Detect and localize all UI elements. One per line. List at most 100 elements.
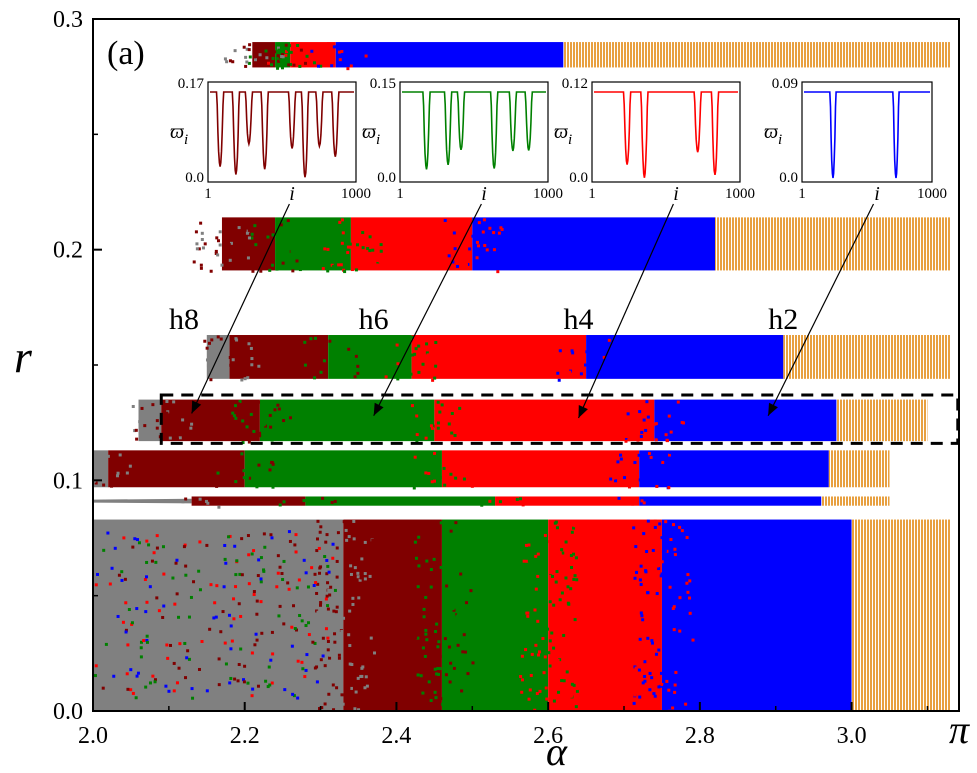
- band-4-speck: [611, 349, 615, 353]
- lower-speck: [262, 532, 266, 536]
- band-2-speck: [215, 464, 219, 468]
- lower-speck: [189, 595, 193, 599]
- band-0-speck: [560, 679, 564, 683]
- band-0-speck: [659, 671, 663, 675]
- band-0-speck: [562, 679, 566, 683]
- band-3-speck: [232, 414, 236, 418]
- y-tick-label-1: 0.1: [53, 468, 83, 494]
- band-0-speck: [461, 650, 465, 654]
- band-2-speck: [667, 453, 671, 457]
- band-0-speck: [422, 615, 426, 619]
- band-6-speck: [270, 63, 274, 67]
- band-5-speck: [346, 245, 350, 249]
- inset-h2-frame: [801, 81, 933, 183]
- band-0-speck: [554, 580, 558, 584]
- band-2-speck: [216, 459, 220, 463]
- band-5-speck: [200, 237, 204, 241]
- band-0-speck: [556, 624, 560, 628]
- lower-speck: [237, 663, 241, 667]
- band-0-speck: [328, 645, 332, 649]
- lower-speck: [126, 643, 130, 647]
- band-0-speck: [552, 646, 556, 650]
- band-0-speck: [679, 646, 683, 650]
- band-4-speck: [353, 375, 357, 379]
- inset-h4-arrow-line: [577, 203, 674, 419]
- lower-speck: [307, 633, 311, 637]
- lower-speck: [312, 583, 316, 587]
- band-0-speck: [348, 642, 352, 646]
- band-3-speck: [638, 410, 642, 414]
- lower-speck: [145, 539, 149, 543]
- band-3-speck: [628, 431, 632, 435]
- band-3-speck: [422, 412, 426, 416]
- band-0-speck: [688, 596, 692, 600]
- lower-speck: [213, 601, 217, 605]
- band-5-speck: [464, 263, 468, 267]
- band-0-speck: [681, 584, 685, 588]
- band-0-speck: [557, 690, 561, 694]
- band-1-speck: [282, 500, 286, 504]
- band-5-seg-h2: [472, 217, 716, 271]
- lower-speck: [161, 545, 165, 549]
- lower-speck: [183, 543, 187, 547]
- band-3-speck: [133, 429, 137, 433]
- band-0-speck: [654, 625, 658, 629]
- lower-speck: [252, 549, 256, 553]
- lower-speck: [242, 680, 246, 684]
- band-1-speck: [195, 502, 199, 506]
- band-2-speck: [667, 476, 671, 480]
- band-0-speck: [553, 642, 557, 646]
- band-5-speck: [455, 264, 459, 268]
- band-5-speck: [482, 261, 486, 265]
- region-label-h8: h8: [169, 303, 199, 336]
- band-2-speck: [240, 452, 244, 456]
- band-4-speck: [342, 359, 346, 363]
- band-4-speck: [303, 363, 307, 367]
- lower-speck: [294, 533, 298, 537]
- band-5-speck: [278, 239, 282, 243]
- band-0-speck: [688, 639, 692, 643]
- band-0-speck: [635, 534, 639, 538]
- band-6-speck: [313, 45, 317, 49]
- band-4-speck: [424, 369, 428, 373]
- band-0-speck: [671, 660, 675, 664]
- lower-speck: [287, 587, 291, 591]
- band-0-speck: [442, 546, 446, 550]
- lower-speck: [232, 617, 236, 621]
- lower-speck: [227, 535, 231, 539]
- band-5-speck: [493, 225, 497, 229]
- band-2-seg-quasi: [828, 450, 890, 488]
- band-0-speck: [685, 535, 689, 539]
- band-5-speck: [378, 259, 382, 263]
- band-1-speck: [302, 499, 306, 503]
- lower-speck: [259, 580, 263, 584]
- lower-speck: [198, 540, 202, 544]
- band-2-speck: [418, 469, 422, 473]
- band-3-speck: [654, 422, 658, 426]
- band-0-speck: [429, 533, 433, 537]
- band-5-speck: [237, 244, 241, 248]
- lower-speck: [239, 647, 243, 651]
- band-6-speck: [252, 55, 256, 59]
- band-3-speck: [415, 440, 419, 444]
- band-2-speck: [433, 458, 437, 462]
- band-0-speck: [335, 546, 339, 550]
- band-5-speck: [453, 247, 457, 251]
- band-0-speck: [459, 572, 463, 576]
- band-3-speck: [683, 418, 687, 422]
- band-4-speck: [401, 373, 405, 377]
- band-0-speck: [437, 640, 441, 644]
- band-4-speck: [219, 337, 223, 341]
- band-3-speck: [654, 438, 658, 442]
- band-2-speck: [112, 467, 116, 471]
- band-5-speck: [229, 261, 233, 265]
- band-0-speck: [315, 537, 319, 541]
- band-0-speck: [436, 531, 440, 535]
- band-3-speck: [135, 437, 139, 441]
- lower-speck: [326, 636, 330, 640]
- band-3-speck: [155, 419, 159, 423]
- band-5-speck: [209, 269, 213, 273]
- lower-speck: [134, 696, 138, 700]
- lower-speck: [164, 684, 168, 688]
- inset-h2-arrow-line: [767, 203, 875, 417]
